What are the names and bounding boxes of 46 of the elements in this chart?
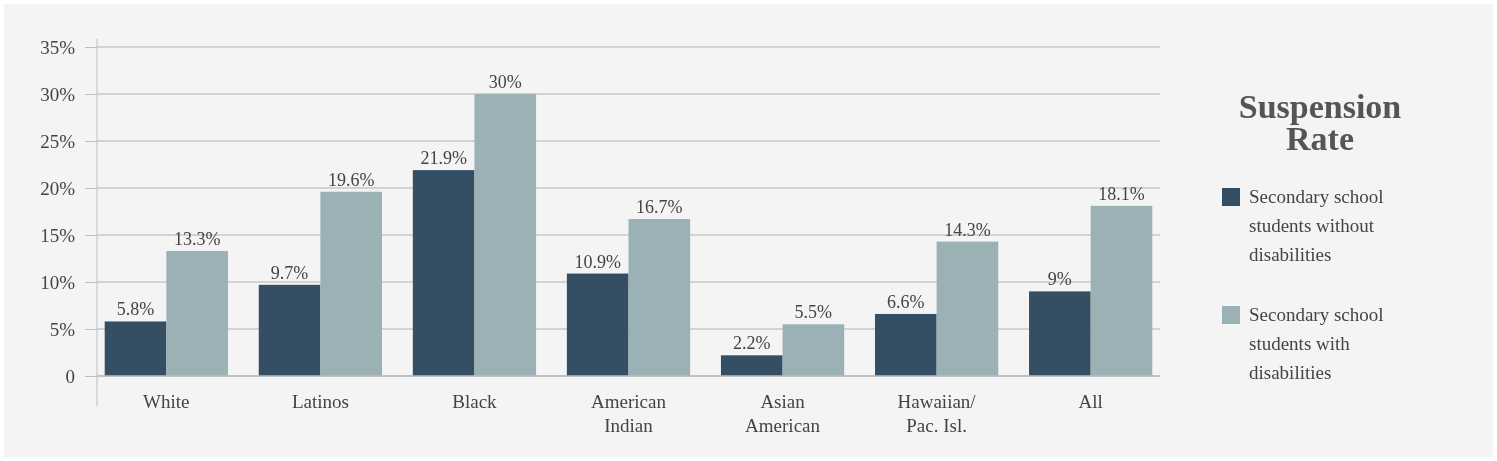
x-tick-label: Asian American xyxy=(745,391,821,436)
bar xyxy=(628,219,691,376)
y-tick-label: 10% xyxy=(40,271,76,293)
legend-label: Secondary school students without disabilities xyxy=(1249,186,1384,265)
bar xyxy=(874,313,937,376)
bar xyxy=(566,273,629,376)
bar xyxy=(412,170,475,376)
data-label: 6.6% xyxy=(887,291,925,312)
y-tick-label: 25% xyxy=(40,130,76,152)
bar xyxy=(320,191,383,376)
bar xyxy=(474,94,537,376)
y-tick-label: 30% xyxy=(40,83,76,105)
legend-title: Suspension Rate xyxy=(1238,88,1402,157)
data-label: 5.5% xyxy=(794,302,833,323)
x-tick-label: American Indian xyxy=(591,391,667,436)
x-tick-label: Black xyxy=(452,391,498,412)
bar xyxy=(936,241,999,376)
x-tick-label: Latinos xyxy=(291,391,349,412)
bar xyxy=(104,321,167,376)
data-label: 13.3% xyxy=(173,228,221,249)
data-label: 21.9% xyxy=(420,148,467,169)
x-tick-label: Hawaiian/ Pac. Isl. xyxy=(897,391,977,436)
y-tick-label: 20% xyxy=(40,177,76,199)
data-label: 18.1% xyxy=(1098,183,1145,204)
bar xyxy=(782,324,845,376)
y-tick-label: 35% xyxy=(40,36,76,58)
legend-label: Secondary school students with disabilities xyxy=(1249,304,1384,383)
bar xyxy=(258,284,321,376)
data-label: 10.9% xyxy=(574,251,621,272)
bar xyxy=(720,355,783,376)
y-tick-label: 5% xyxy=(49,318,76,340)
data-label: 30% xyxy=(488,72,522,92)
y-tick-label: 0 xyxy=(65,365,75,387)
data-label: 9.7% xyxy=(270,262,309,283)
bar xyxy=(166,250,228,376)
data-label: 16.7% xyxy=(636,197,683,218)
bar xyxy=(1090,205,1153,376)
data-label: 2.2% xyxy=(733,333,771,354)
data-label: 14.3% xyxy=(944,219,991,240)
y-tick-label: 15% xyxy=(40,224,76,246)
x-tick-label: All xyxy=(1078,391,1103,412)
data-label: 9% xyxy=(1047,269,1072,290)
bar xyxy=(1029,291,1091,376)
data-label: 19.6% xyxy=(327,169,375,190)
data-label: 5.8% xyxy=(116,299,155,320)
x-tick-label: White xyxy=(143,391,190,412)
